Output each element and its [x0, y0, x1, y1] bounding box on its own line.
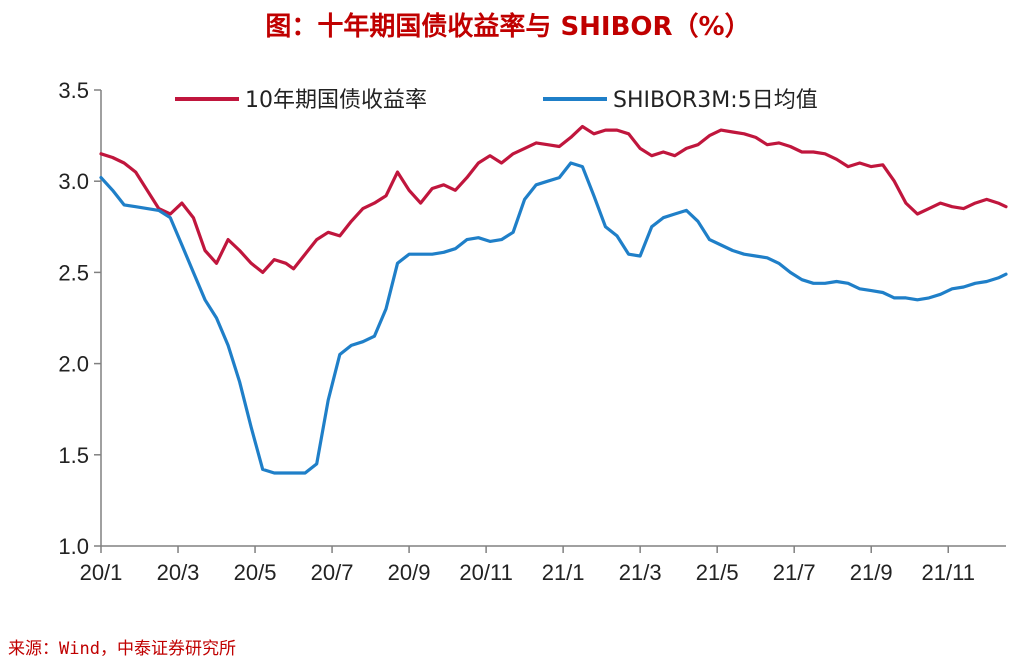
y-tick-label: 3.5: [58, 78, 89, 103]
series-line-bond-yield: [99, 124, 1008, 274]
y-tick-label: 2.0: [58, 352, 89, 377]
chart-legend: 10年期国债收益率 SHIBOR3M:5日均值: [175, 88, 818, 113]
x-tick-label: 20/3: [157, 560, 200, 585]
series-layer: [99, 124, 1008, 475]
x-tick-label: 21/7: [773, 560, 816, 585]
x-tick-label: 20/5: [234, 560, 277, 585]
source-note: 来源：Wind，中泰证券研究所: [8, 639, 236, 659]
y-tick-label: 1.5: [58, 443, 89, 468]
x-tick-label: 20/1: [80, 560, 123, 585]
x-tick-label: 20/11: [459, 560, 512, 585]
legend-item-shibor-label: SHIBOR3M:5日均值: [613, 88, 818, 113]
y-tick-label: 1.0: [58, 534, 89, 559]
x-tick-label: 20/9: [388, 560, 431, 585]
y-tick-label: 3.0: [58, 169, 89, 194]
chart-axes: 1.0 1.5 2.0 2.5 3.0 3.5 20/1 20/3 20/5 20/7 20/9 20…: [58, 78, 1006, 585]
x-tick-label: 21/3: [619, 560, 662, 585]
y-tick-label: 2.5: [58, 260, 89, 285]
legend-item-bond-yield-label: 10年期国债收益率: [245, 88, 427, 113]
chart-title: 图：十年期国债收益率与 SHIBOR（%）: [265, 12, 751, 42]
x-tick-label: 20/7: [311, 560, 354, 585]
series-line-shibor: [99, 161, 1008, 475]
x-tick-label: 21/1: [542, 560, 585, 585]
x-tick-label: 21/5: [696, 560, 739, 585]
x-tick-label: 21/9: [850, 560, 893, 585]
x-tick-label: 21/11: [922, 560, 975, 585]
